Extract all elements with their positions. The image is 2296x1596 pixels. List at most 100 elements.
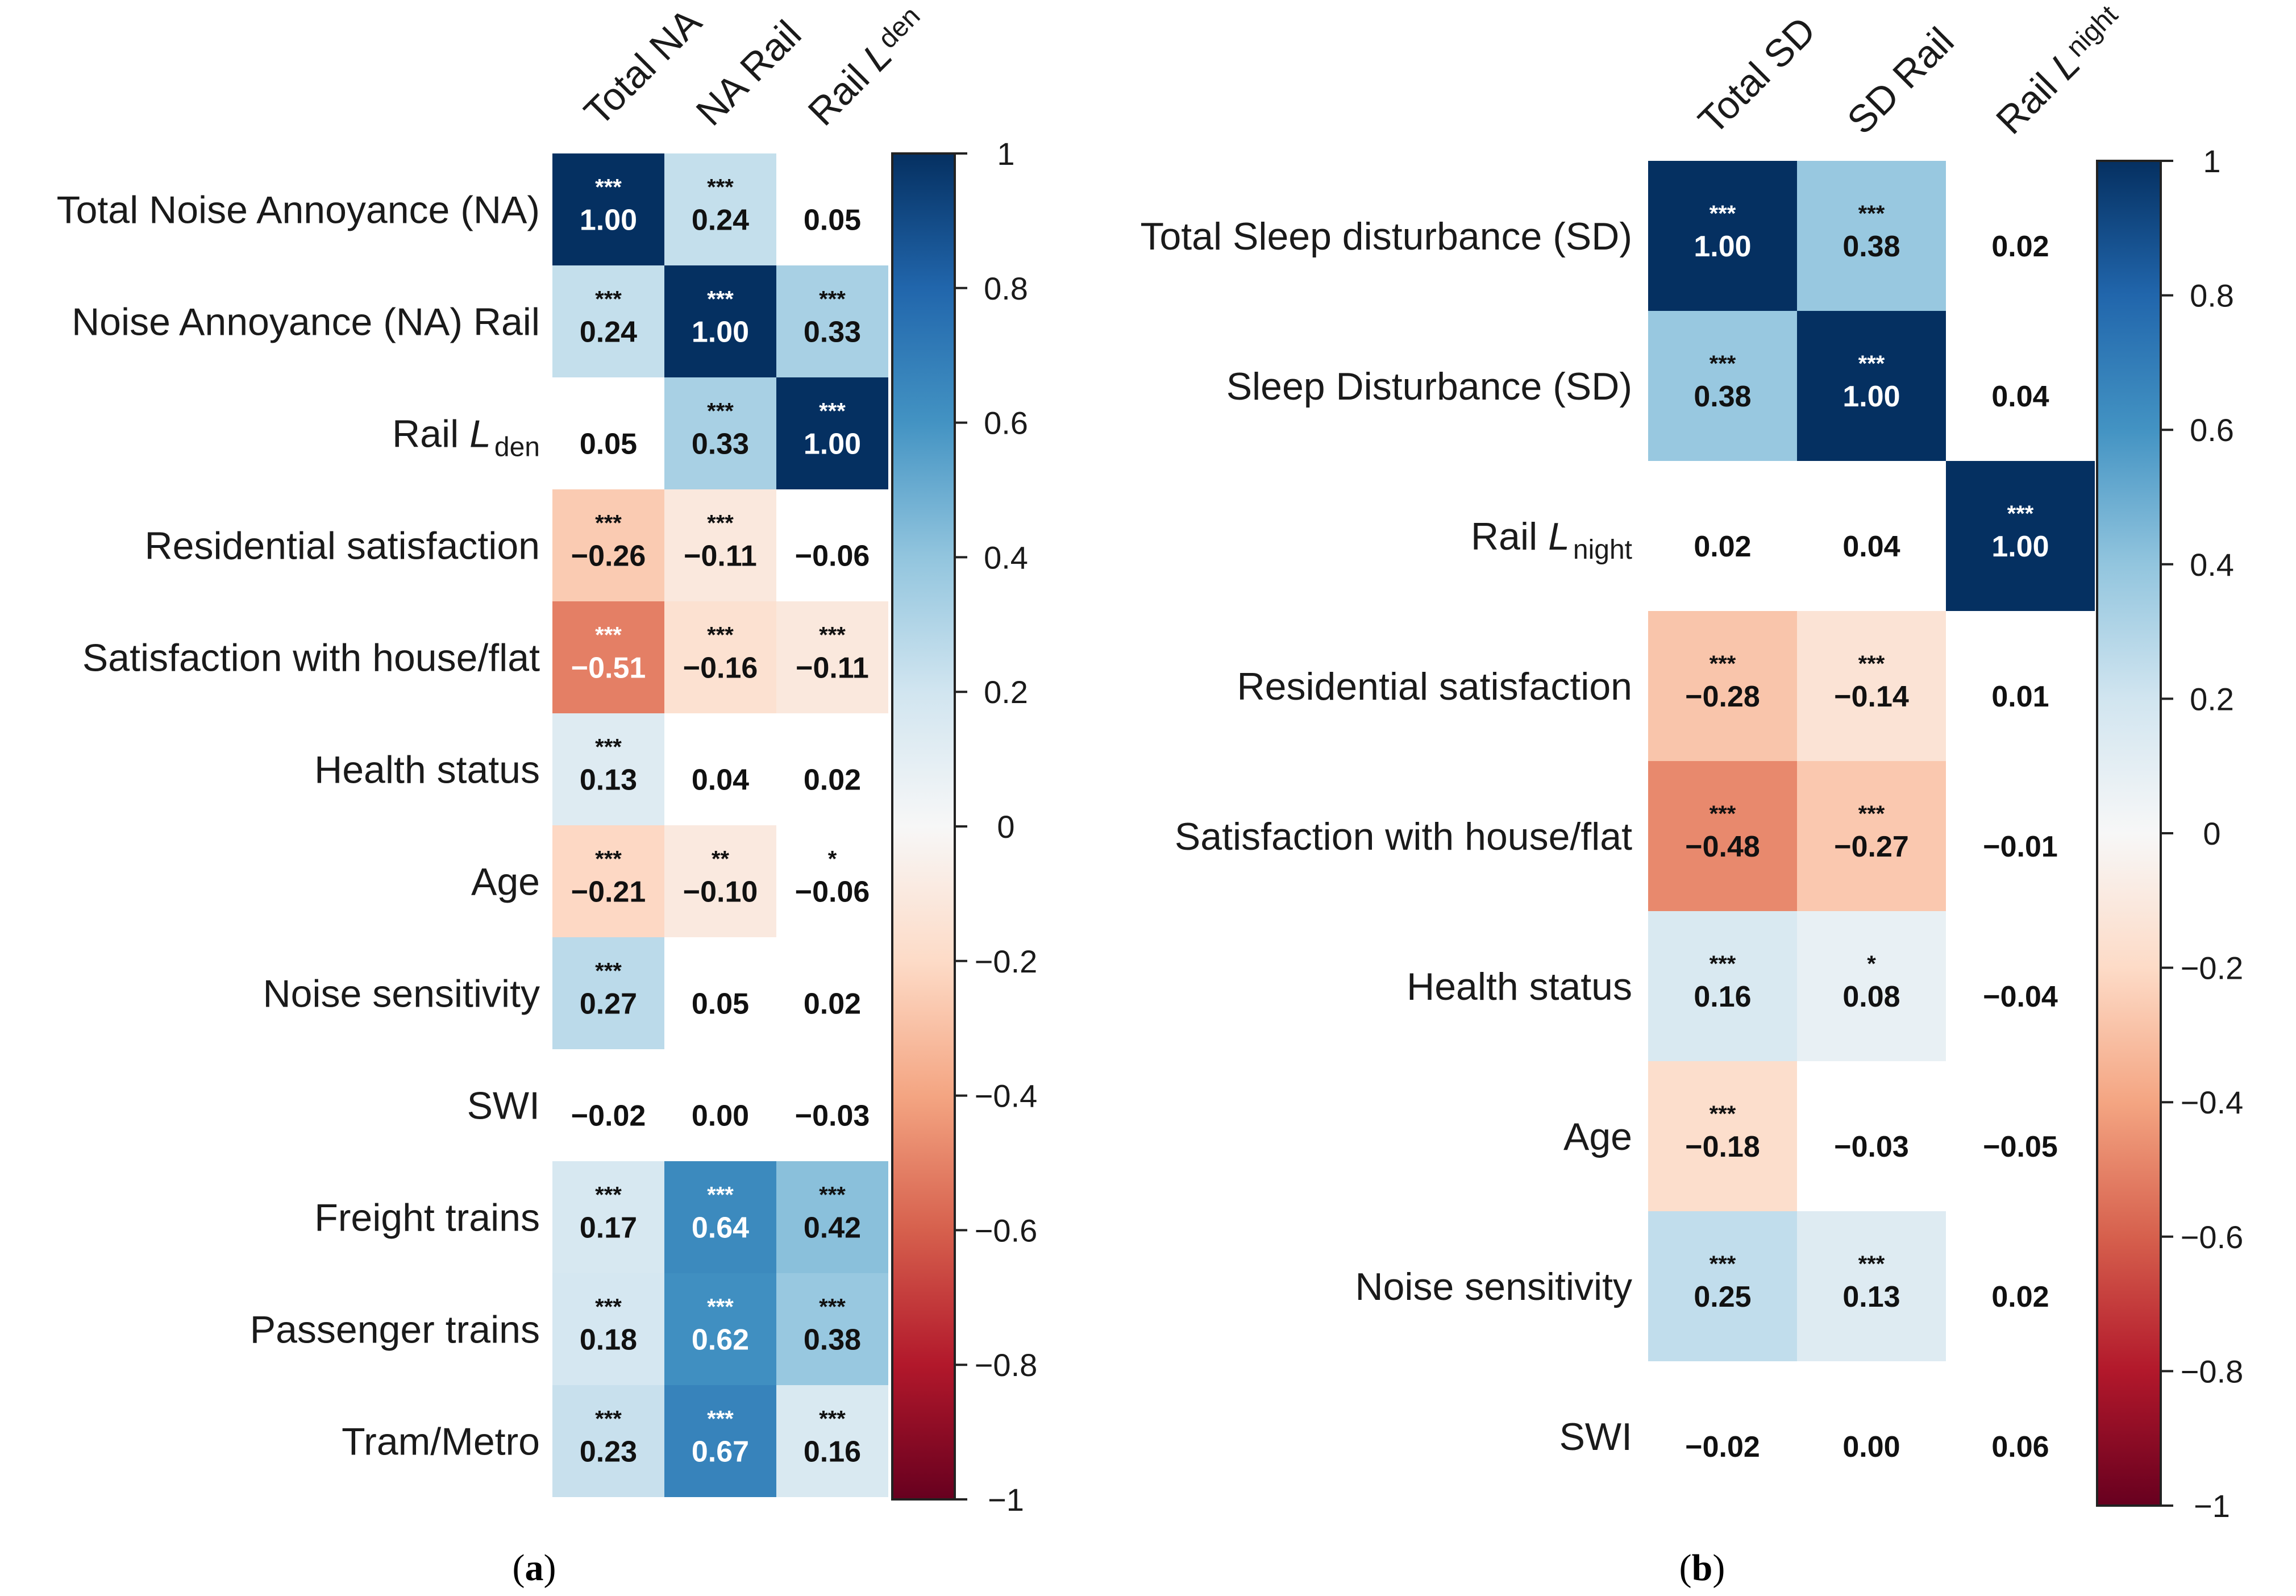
colorbar-tick-label-p1-4: 0.2 [2190, 681, 2234, 717]
panel-label-p0: (a) [513, 1547, 556, 1589]
significance-label-p0-r1-c2: *** [819, 287, 846, 312]
row-label-p1-1: Sleep Disturbance (SD) [1226, 365, 1632, 408]
value-label-p1-r6-c1: −0.03 [1834, 1130, 1909, 1163]
heatmap-cell-p1-r6-c2 [1946, 1061, 2095, 1211]
value-label-p0-r6-c1: −0.10 [683, 876, 758, 909]
heatmap-cell-p0-r5-c2 [776, 713, 888, 825]
heatmap-cell-p1-r7-c2 [1946, 1211, 2095, 1361]
heatmap-cell-p1-r6-c1 [1797, 1061, 1946, 1211]
row-label-p0-4: Satisfaction with house/flat [82, 637, 540, 680]
significance-label-p0-r1-c1: *** [707, 287, 734, 312]
heatmap-cell-p1-r5-c1 [1797, 911, 1946, 1061]
significance-label-p0-r1-c0: *** [595, 287, 622, 312]
value-label-p0-r5-c0: 0.13 [580, 764, 637, 797]
value-label-p0-r9-c2: 0.42 [804, 1212, 861, 1245]
significance-label-p1-r5-c1: * [1867, 951, 1876, 976]
column-label-p1-2: Rail Lnight [1988, 0, 2132, 143]
value-label-p0-r11-c2: 0.16 [804, 1436, 861, 1469]
value-label-p0-r8-c0: −0.02 [571, 1100, 646, 1133]
heatmap-cell-p0-r5-c1 [664, 713, 776, 825]
heatmap-cell-p1-r2-c0 [1648, 461, 1797, 611]
significance-label-p0-r9-c2: *** [819, 1183, 846, 1208]
value-label-p1-r0-c0: 1.00 [1694, 230, 1751, 263]
value-label-p0-r8-c1: 0.00 [692, 1100, 749, 1133]
heatmap-cell-p0-r4-c0 [552, 601, 664, 713]
heatmap-cell-p1-r3-c0 [1648, 611, 1797, 761]
heatmap-cell-p1-r8-c0 [1648, 1361, 1797, 1511]
row-label-p0-1: Noise Annoyance (NA) Rail [72, 301, 540, 344]
significance-label-p0-r3-c0: *** [595, 511, 622, 536]
value-label-p1-r7-c1: 0.13 [1842, 1281, 1900, 1314]
value-label-p1-r6-c2: −0.05 [1983, 1130, 2058, 1163]
heatmap-cell-p0-r9-c1 [664, 1161, 776, 1273]
heatmap-cell-p1-r2-c2 [1946, 461, 2095, 611]
value-label-p0-r8-c2: −0.03 [795, 1100, 870, 1133]
significance-label-p0-r11-c1: *** [707, 1407, 734, 1432]
significance-label-p0-r11-c2: *** [819, 1407, 846, 1432]
significance-label-p0-r10-c1: *** [707, 1295, 734, 1320]
significance-label-p0-r2-c1: *** [707, 399, 734, 424]
value-label-p1-r2-c2: 1.00 [1991, 530, 2049, 563]
value-label-p1-r5-c0: 0.16 [1694, 980, 1751, 1013]
significance-label-p0-r9-c0: *** [595, 1183, 622, 1208]
heatmap-cell-p1-r1-c0 [1648, 311, 1797, 461]
value-label-p1-r1-c0: 0.38 [1694, 380, 1751, 413]
heatmap-cell-p0-r1-c0 [552, 265, 664, 377]
colorbar-tick-label-p1-2: 0.6 [2190, 412, 2234, 448]
significance-label-p0-r0-c0: *** [595, 175, 622, 200]
heatmap-cell-p1-r3-c2 [1946, 611, 2095, 761]
significance-label-p1-r4-c0: *** [1709, 801, 1736, 826]
heatmap-cell-p0-r11-c1 [664, 1385, 776, 1497]
heatmap-cell-p1-r1-c1 [1797, 311, 1946, 461]
heatmap-cell-p1-r1-c2 [1946, 311, 2095, 461]
heatmap-cell-p0-r11-c0 [552, 1385, 664, 1497]
heatmap-cell-p0-r11-c2 [776, 1385, 888, 1497]
heatmap-cell-p0-r8-c2 [776, 1049, 888, 1161]
significance-label-p1-r3-c1: *** [1858, 651, 1885, 676]
value-label-p1-r3-c1: −0.14 [1834, 680, 1909, 713]
heatmap-cell-p1-r5-c2 [1946, 911, 2095, 1061]
heatmap-cell-p0-r6-c2 [776, 825, 888, 937]
heatmap-cell-p1-r2-c1 [1797, 461, 1946, 611]
significance-label-p0-r11-c0: *** [595, 1407, 622, 1432]
column-label-p1-0: Total SD [1690, 9, 1824, 142]
value-label-p0-r9-c1: 0.64 [692, 1212, 749, 1245]
heatmap-cell-p0-r2-c0 [552, 377, 664, 489]
value-label-p1-r4-c1: −0.27 [1834, 830, 1909, 863]
colorbar-tick-label-p1-9: −0.8 [2181, 1353, 2244, 1389]
value-label-p1-r4-c0: −0.48 [1685, 830, 1760, 863]
column-label-p1-1: SD Rail [1839, 19, 1962, 143]
colorbar-tick-label-p0-1: 0.8 [984, 271, 1028, 306]
heatmap-cell-p0-r10-c2 [776, 1273, 888, 1385]
value-label-p1-r5-c2: −0.04 [1983, 980, 2058, 1013]
value-label-p0-r11-c0: 0.23 [580, 1436, 637, 1469]
row-label-p0-7: Noise sensitivity [263, 972, 540, 1016]
colorbar-tick-label-p0-10: −1 [988, 1482, 1024, 1518]
value-label-p0-r7-c1: 0.05 [692, 988, 749, 1021]
heatmap-cell-p0-r9-c2 [776, 1161, 888, 1273]
value-label-p1-r4-c2: −0.01 [1983, 830, 2058, 863]
heatmap-cell-p0-r4-c2 [776, 601, 888, 713]
colorbar-tick-label-p0-6: −0.2 [975, 944, 1038, 979]
heatmap-cell-p0-r2-c1 [664, 377, 776, 489]
value-label-p0-r0-c1: 0.24 [692, 204, 749, 237]
heatmap-cell-p1-r7-c0 [1648, 1211, 1797, 1361]
significance-label-p0-r6-c1: ** [712, 847, 730, 872]
heatmap-cell-p1-r0-c1 [1797, 161, 1946, 311]
colorbar-tick-label-p0-9: −0.8 [975, 1347, 1038, 1383]
value-label-p1-r1-c1: 1.00 [1842, 380, 1900, 413]
heatmap-cell-p1-r8-c1 [1797, 1361, 1946, 1511]
colorbar-tick-label-p0-5: 0 [997, 809, 1014, 845]
colorbar-tick-label-p0-2: 0.6 [984, 405, 1028, 441]
value-label-p0-r4-c0: −0.51 [571, 652, 646, 685]
row-label-p1-3: Residential satisfaction [1237, 665, 1632, 708]
heatmap-cell-p0-r10-c0 [552, 1273, 664, 1385]
heatmap-cell-p0-r9-c0 [552, 1161, 664, 1273]
significance-label-p0-r3-c1: *** [707, 511, 734, 536]
significance-label-p0-r6-c0: *** [595, 847, 622, 872]
value-label-p1-r2-c1: 0.04 [1842, 530, 1900, 563]
row-label-p0-10: Passenger trains [250, 1308, 540, 1352]
value-label-p0-r1-c1: 1.00 [692, 316, 749, 349]
significance-label-p1-r3-c0: *** [1709, 651, 1736, 676]
